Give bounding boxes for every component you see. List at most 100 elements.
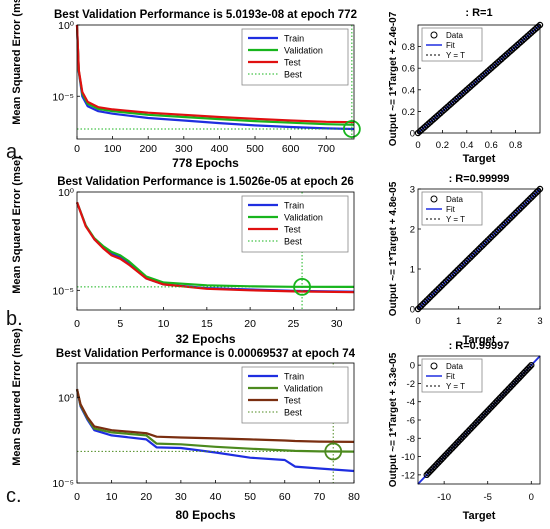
data-point xyxy=(463,257,470,265)
x-tick-label: 1 xyxy=(456,316,461,327)
x-tick-label: 2 xyxy=(497,316,502,327)
x-tick-label: 200 xyxy=(139,143,157,155)
y-tick-label: 10⁰ xyxy=(58,187,75,199)
performance-chart: Best Validation Performance is 5.0193e-0… xyxy=(11,0,361,170)
data-point xyxy=(475,245,483,253)
data-point xyxy=(491,230,498,237)
data-point xyxy=(494,58,502,66)
data-point xyxy=(427,118,434,126)
x-tick-label: 0 xyxy=(415,316,420,327)
data-point xyxy=(446,274,453,282)
data-point xyxy=(496,225,504,232)
data-point xyxy=(430,290,437,297)
legend-entry: Best xyxy=(284,408,303,418)
data-point xyxy=(501,220,509,227)
x-tick-label: 0 xyxy=(74,143,80,155)
y-tick-label: 1 xyxy=(410,265,415,276)
x-tick-label: 0 xyxy=(415,140,420,151)
x-tick-label: 700 xyxy=(317,143,335,155)
x-axis-label: Target xyxy=(463,334,496,346)
data-point xyxy=(517,38,525,46)
legend-entry: Fit xyxy=(446,41,456,50)
x-tick-label: 400 xyxy=(211,143,229,155)
x-tick-label: 0 xyxy=(74,491,80,503)
x-axis-label: 32 Epochs xyxy=(175,332,235,346)
data-point xyxy=(420,300,427,308)
data-point xyxy=(456,92,464,100)
best-point-marker xyxy=(293,277,311,296)
data-point xyxy=(486,66,493,73)
data-point xyxy=(437,283,444,290)
x-tick-label: 3 xyxy=(537,316,542,327)
data-point xyxy=(493,60,500,67)
data-point xyxy=(470,80,477,87)
x-tick-label: 30 xyxy=(331,318,343,330)
legend-entry: Data xyxy=(446,362,463,371)
data-point xyxy=(454,266,462,273)
y-tick-label: 0.4 xyxy=(402,85,415,96)
y-tick-label: 0.2 xyxy=(402,107,415,118)
data-point xyxy=(444,103,451,110)
data-point xyxy=(474,247,481,254)
x-tick-label: 25 xyxy=(288,318,300,330)
data-point xyxy=(505,216,512,224)
data-point xyxy=(439,281,446,289)
data-point xyxy=(510,211,518,218)
data-point xyxy=(435,111,443,118)
data-point xyxy=(461,259,469,266)
legend-entry: Validation xyxy=(284,213,323,223)
series-line-test xyxy=(75,388,355,443)
x-tick-label: 70 xyxy=(314,491,326,503)
data-point xyxy=(535,23,542,30)
plot-frame xyxy=(417,188,541,310)
x-tick-label: 10 xyxy=(158,318,170,330)
x-tick-label: 50 xyxy=(244,491,256,503)
x-axis-label: 80 Epochs xyxy=(175,508,235,522)
data-point xyxy=(440,280,448,287)
plot-frame xyxy=(417,24,541,134)
data-point xyxy=(465,256,472,263)
data-point xyxy=(493,228,500,236)
data-point xyxy=(510,44,518,52)
y-axis-label: Output ~= 1*Target + 2.4e-07 xyxy=(388,11,399,146)
regression-chart: : R=0.99999 0 1 2 3 0 1 2 3 Target Output ~= 1*Tar… xyxy=(388,173,544,346)
y-tick-label: -12 xyxy=(401,470,415,481)
data-point xyxy=(423,122,430,129)
y-tick-label: -4 xyxy=(407,397,415,408)
data-point xyxy=(489,232,497,239)
data-point xyxy=(467,83,474,90)
data-point xyxy=(477,244,484,251)
legend-entry: Y = T xyxy=(446,51,465,60)
data-point xyxy=(484,68,491,75)
data-point xyxy=(500,221,507,229)
legend-entry: Fit xyxy=(446,205,456,214)
data-point xyxy=(416,304,423,311)
data-point xyxy=(519,202,526,210)
data-point xyxy=(423,297,430,304)
data-point xyxy=(535,187,542,194)
data-point xyxy=(515,40,523,47)
data-point xyxy=(453,95,460,103)
y-tick-label: 0.6 xyxy=(402,64,415,75)
data-point xyxy=(488,233,495,241)
x-tick-label: 600 xyxy=(282,143,300,155)
data-point xyxy=(425,120,432,127)
y-tick-label: -2 xyxy=(407,379,415,390)
chart-title: : R=0.99997 xyxy=(449,340,510,352)
data-point xyxy=(433,112,441,120)
data-point xyxy=(461,88,469,95)
data-point xyxy=(446,102,453,109)
legend-entry: Y = T xyxy=(446,215,465,224)
data-point xyxy=(447,273,455,280)
data-point xyxy=(451,97,458,104)
data-point xyxy=(453,268,460,275)
data-point xyxy=(425,295,432,302)
data-point xyxy=(479,72,486,80)
data-point xyxy=(444,276,451,284)
data-point xyxy=(435,285,443,292)
data-point xyxy=(474,77,481,84)
y-axis-label: Mean Squared Error (mse) xyxy=(11,328,23,466)
data-point xyxy=(514,208,521,215)
data-point xyxy=(498,55,505,63)
